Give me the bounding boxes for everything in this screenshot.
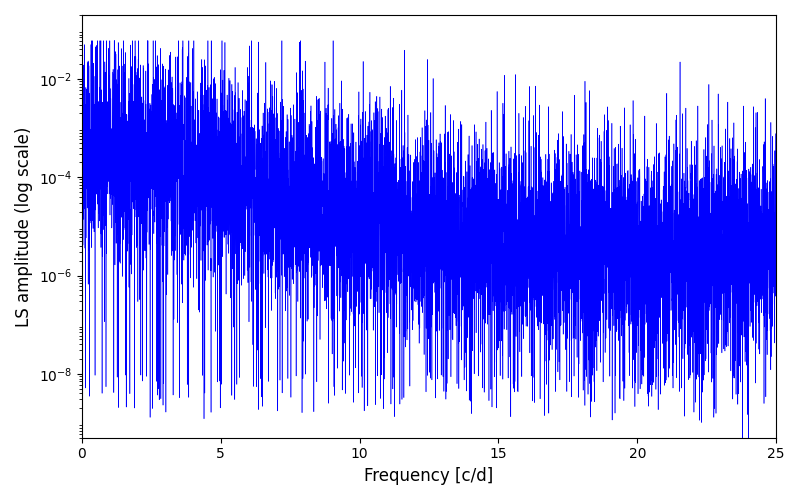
- Y-axis label: LS amplitude (log scale): LS amplitude (log scale): [15, 126, 33, 326]
- X-axis label: Frequency [c/d]: Frequency [c/d]: [364, 467, 494, 485]
